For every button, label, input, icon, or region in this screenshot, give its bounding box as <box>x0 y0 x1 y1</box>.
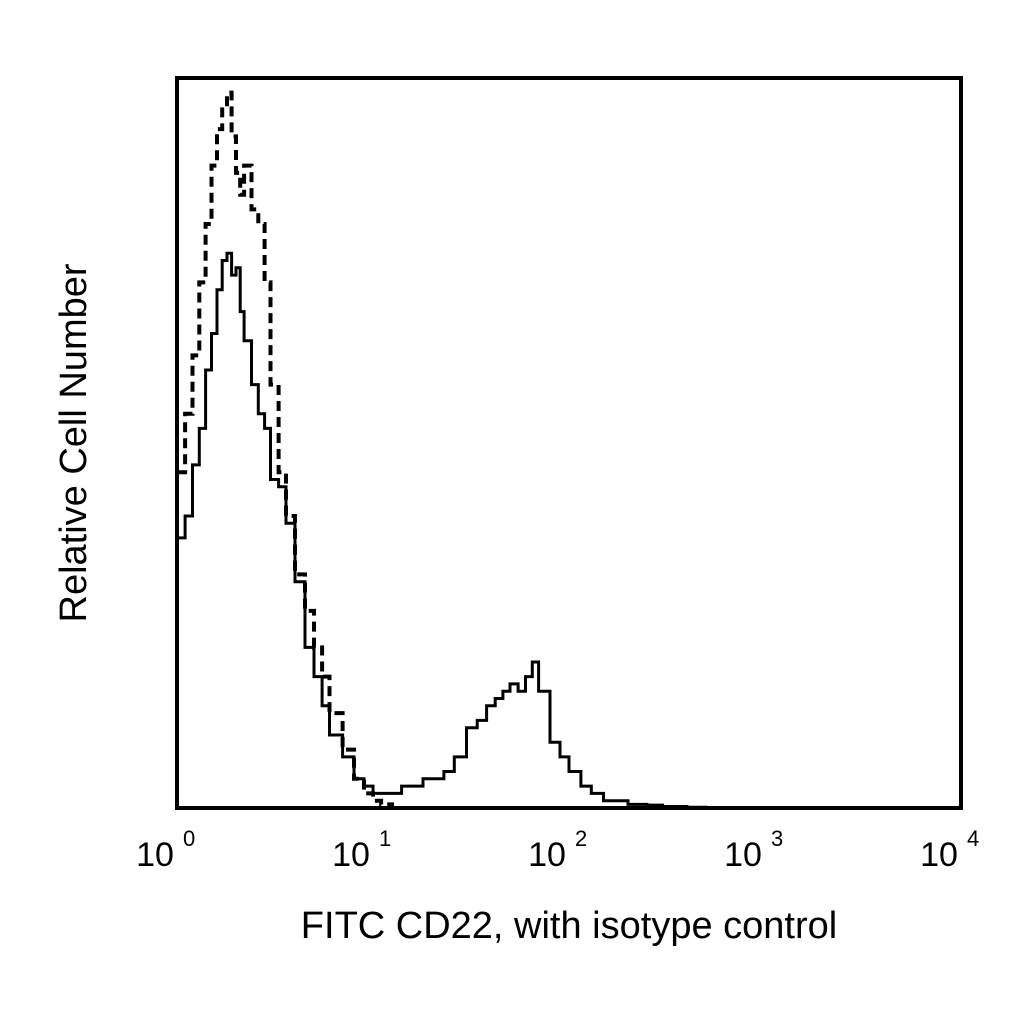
x-tick-label: 10 1 <box>332 826 391 874</box>
plot-frame <box>175 76 963 810</box>
x-tick-label: 10 0 <box>136 826 195 874</box>
x-tick-base: 10 <box>136 836 174 874</box>
x-tick-base: 10 <box>920 836 958 874</box>
x-tick-exponent: 2 <box>575 826 587 851</box>
x-tick-label: 10 4 <box>920 826 979 874</box>
x-tick-label: 10 2 <box>528 826 587 874</box>
x-tick-base: 10 <box>332 836 370 874</box>
histogram-series <box>177 90 765 810</box>
x-tick-labels: 10 0 10 1 10 2 10 3 10 4 <box>136 826 979 874</box>
isotype-control-series <box>177 90 413 810</box>
cd22-series <box>177 251 765 810</box>
x-tick-label: 10 3 <box>724 826 783 874</box>
x-tick-exponent: 0 <box>183 826 195 851</box>
x-tick-base: 10 <box>724 836 762 874</box>
x-tick-exponent: 3 <box>771 826 783 851</box>
x-axis-label: FITC CD22, with isotype control <box>301 905 837 947</box>
x-tick-base: 10 <box>528 836 566 874</box>
x-tick-exponent: 1 <box>379 826 391 851</box>
x-tick-exponent: 4 <box>967 826 979 851</box>
y-axis-label: Relative Cell Number <box>53 263 95 622</box>
